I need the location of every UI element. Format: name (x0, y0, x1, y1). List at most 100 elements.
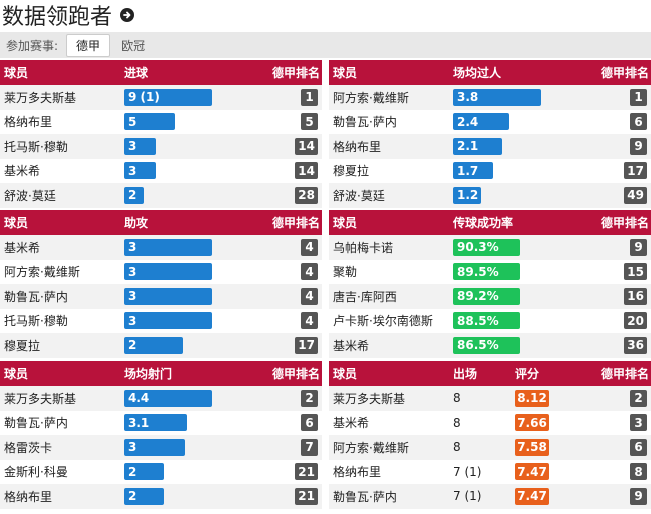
table-row[interactable]: 基米希 3 14 (0, 158, 322, 183)
league-rank-badge: 49 (624, 186, 647, 204)
column-header-rank[interactable]: 德甲排名 (600, 367, 649, 381)
stat-bar: 2.1 (453, 137, 502, 155)
tab-champions-league[interactable]: 欧冠 (121, 38, 146, 53)
column-header-player[interactable]: 球员 (4, 216, 29, 230)
column-header-rank[interactable]: 德甲排名 (271, 367, 320, 381)
table-row[interactable]: 莱万多夫斯基 8 8.12 2 (329, 386, 651, 411)
table-row[interactable]: 基米希 8 7.66 3 (329, 410, 651, 435)
table-row[interactable]: 托马斯·穆勒 3 14 (0, 134, 322, 159)
table-row[interactable]: 莱万多夫斯基 4.4 2 (0, 386, 322, 411)
league-rank-badge: 15 (624, 263, 647, 281)
player-name-link[interactable]: 卢卡斯·埃尔南德斯 (333, 314, 433, 329)
column-header-player[interactable]: 球员 (4, 367, 29, 381)
column-header-rank[interactable]: 德甲排名 (271, 66, 320, 80)
player-name-link[interactable]: 格纳布里 (333, 139, 382, 154)
table-row[interactable]: 勒鲁瓦·萨内 2.4 6 (329, 109, 651, 134)
player-name-link[interactable]: 唐吉·库阿西 (333, 289, 397, 304)
table-row[interactable]: 勒鲁瓦·萨内 3 4 (0, 284, 322, 309)
player-name-link[interactable]: 阿方索·戴维斯 (333, 440, 409, 455)
table-row[interactable]: 舒波·莫廷 1.2 49 (329, 183, 651, 208)
player-name-link[interactable]: 莱万多夫斯基 (4, 391, 77, 406)
player-name-link[interactable]: 格纳布里 (333, 465, 382, 480)
table-row[interactable]: 格纳布里 2 21 (0, 484, 322, 509)
player-name-link[interactable]: 勒鲁瓦·萨内 (4, 289, 68, 304)
player-name-link[interactable]: 格纳布里 (4, 489, 53, 504)
table-row[interactable]: 卢卡斯·埃尔南德斯 88.5% 20 (329, 308, 651, 333)
table-row[interactable]: 基米希 3 4 (0, 235, 322, 260)
stat-bar: 9 (1) (124, 88, 212, 106)
table-row[interactable]: 聚勒 89.5% 15 (329, 259, 651, 284)
column-header-shots[interactable]: 场均射门 (124, 367, 173, 381)
player-name-link[interactable]: 莱万多夫斯基 (333, 391, 406, 406)
table-row[interactable]: 格雷茨卡 3 7 (0, 435, 322, 460)
column-header-rank[interactable]: 德甲排名 (600, 216, 649, 230)
player-name-link[interactable]: 勒鲁瓦·萨内 (4, 416, 68, 431)
player-name-link[interactable]: 穆夏拉 (333, 164, 370, 179)
player-name-link[interactable]: 舒波·莫廷 (4, 188, 56, 203)
table-row[interactable]: 勒鲁瓦·萨内 3.1 6 (0, 410, 322, 435)
player-name-link[interactable]: 托马斯·穆勒 (4, 139, 68, 154)
player-name-link[interactable]: 格纳布里 (4, 115, 53, 130)
stat-bar: 3 (124, 137, 156, 155)
rating-badge: 8.12 (515, 389, 549, 407)
table-row[interactable]: 穆夏拉 2 17 (0, 333, 322, 358)
apps-value: 8 (453, 415, 461, 430)
player-name-link[interactable]: 穆夏拉 (4, 338, 41, 353)
player-name-link[interactable]: 格雷茨卡 (4, 440, 53, 455)
table-row[interactable]: 乌帕梅卡诺 90.3% 9 (329, 235, 651, 260)
player-name-link[interactable]: 勒鲁瓦·萨内 (333, 115, 397, 130)
player-name-link[interactable]: 金斯利·科曼 (4, 465, 68, 480)
league-rank-badge: 21 (295, 463, 318, 481)
player-name-link[interactable]: 阿方索·戴维斯 (4, 265, 80, 280)
table-row[interactable]: 勒鲁瓦·萨内 7 (1) 7.47 9 (329, 484, 651, 509)
tab-bundesliga[interactable]: 德甲 (66, 33, 111, 57)
column-header-player[interactable]: 球员 (4, 66, 29, 80)
player-name-link[interactable]: 聚勒 (333, 265, 358, 280)
column-header-dribbles[interactable]: 场均过人 (453, 66, 502, 80)
player-name-link[interactable]: 基米希 (4, 164, 41, 179)
table-row[interactable]: 莱万多夫斯基 9 (1) 1 (0, 85, 322, 110)
table-row[interactable]: 阿方索·戴维斯 8 7.58 6 (329, 435, 651, 460)
arrow-right-circle-icon[interactable] (120, 8, 135, 22)
table-row[interactable]: 基米希 86.5% 36 (329, 333, 651, 358)
table-row[interactable]: 格纳布里 2.1 9 (329, 134, 651, 159)
column-header-goals[interactable]: 进球 (124, 66, 149, 80)
column-header-rank[interactable]: 德甲排名 (271, 216, 320, 230)
table-row[interactable]: 金斯利·科曼 2 21 (0, 459, 322, 484)
player-name-link[interactable]: 托马斯·穆勒 (4, 314, 68, 329)
player-name-link[interactable]: 勒鲁瓦·萨内 (333, 489, 397, 504)
stat-bar: 90.3% (453, 238, 520, 256)
table-row[interactable]: 舒波·莫廷 2 28 (0, 183, 322, 208)
table-header: 球员 场均射门 德甲排名 (0, 361, 322, 386)
league-rank-badge: 8 (630, 463, 647, 481)
player-name-link[interactable]: 阿方索·戴维斯 (333, 90, 409, 105)
column-header-player[interactable]: 球员 (333, 66, 358, 80)
column-header-apps[interactable]: 出场 (453, 367, 478, 381)
table-row[interactable]: 格纳布里 5 5 (0, 109, 322, 134)
player-name-link[interactable]: 舒波·莫廷 (333, 188, 385, 203)
player-name-link[interactable]: 基米希 (333, 416, 370, 431)
player-name-link[interactable]: 基米希 (4, 240, 41, 255)
league-rank-badge: 17 (624, 162, 647, 180)
column-header-rating[interactable]: 评分 (515, 367, 540, 381)
player-name-link[interactable]: 乌帕梅卡诺 (333, 240, 394, 255)
table-row[interactable]: 唐吉·库阿西 89.2% 16 (329, 284, 651, 309)
league-rank-badge: 20 (624, 312, 647, 330)
page-title: 数据领跑者 (2, 5, 113, 30)
table-row[interactable]: 托马斯·穆勒 3 4 (0, 308, 322, 333)
table-row[interactable]: 格纳布里 7 (1) 7.47 8 (329, 459, 651, 484)
column-header-pass-success[interactable]: 传球成功率 (453, 216, 514, 230)
column-header-player[interactable]: 球员 (333, 367, 358, 381)
rating-badge: 7.47 (515, 487, 549, 505)
column-header-player[interactable]: 球员 (333, 216, 358, 230)
player-name-link[interactable]: 莱万多夫斯基 (4, 90, 77, 105)
league-rank-badge: 2 (301, 389, 318, 407)
table-row[interactable]: 阿方索·戴维斯 3 4 (0, 259, 322, 284)
table-row[interactable]: 阿方索·戴维斯 3.8 1 (329, 85, 651, 110)
stat-bar: 88.5% (453, 312, 520, 330)
column-header-rank[interactable]: 德甲排名 (600, 66, 649, 80)
table-row[interactable]: 穆夏拉 1.7 17 (329, 158, 651, 183)
shots-table: 球员 场均射门 德甲排名 莱万多夫斯基 4.4 2 勒鲁瓦·萨内 3.1 6 格雷茨卡 3 7 金… (0, 361, 322, 509)
player-name-link[interactable]: 基米希 (333, 338, 370, 353)
column-header-assists[interactable]: 助攻 (124, 216, 149, 230)
